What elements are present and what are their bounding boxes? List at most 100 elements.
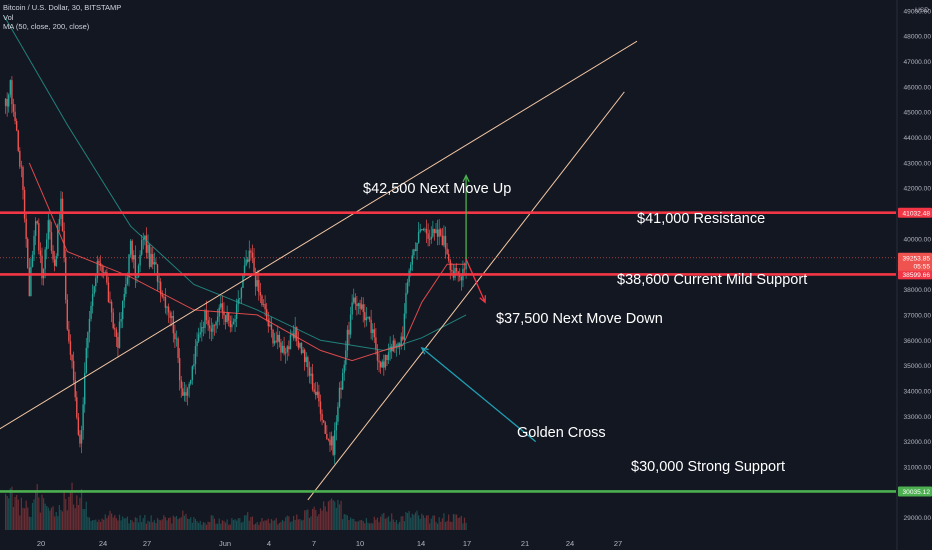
volume-bar: [69, 491, 72, 530]
volume-bar: [372, 523, 374, 530]
volume-bar: [321, 510, 323, 530]
volume-bar: [437, 523, 439, 530]
volume-bar: [182, 510, 184, 530]
volume-bar: [123, 518, 125, 530]
volume-bar: [337, 499, 339, 530]
candle-body: [367, 316, 369, 318]
candle-body: [98, 260, 100, 263]
y-tick-label: 29000.00: [903, 515, 931, 522]
volume-bar: [280, 521, 282, 530]
candle-body: [286, 346, 288, 353]
candle-body: [419, 229, 421, 232]
candle-body: [277, 334, 279, 342]
volume-bar: [441, 518, 443, 530]
volume-bar: [28, 516, 30, 530]
volume-bar: [49, 510, 51, 530]
candle-body: [164, 296, 167, 308]
volume-bar: [463, 517, 466, 530]
volume-bar: [47, 507, 49, 530]
volume-bar: [88, 517, 91, 530]
candle-body: [330, 436, 333, 446]
volume-bar: [52, 506, 54, 530]
candle-body: [305, 357, 307, 363]
volume-bar: [349, 517, 352, 530]
volume-bar: [161, 519, 163, 530]
candle-body: [36, 221, 38, 224]
volume-bar: [448, 514, 450, 530]
candle-body: [221, 303, 224, 312]
candle-body: [172, 316, 175, 334]
candle-body: [359, 303, 361, 309]
candle-body: [4, 98, 7, 106]
volume-bar: [357, 521, 360, 530]
plot-area: $42,500 Next Move Up $41,000 Resistance $3…: [0, 15, 896, 530]
volume-bar: [313, 506, 315, 530]
volume-bar: [381, 514, 383, 530]
candle-body: [231, 324, 233, 328]
candle-body: [341, 373, 344, 390]
volume-bar: [239, 518, 241, 530]
volume-bar: [17, 499, 19, 530]
candle-body: [292, 333, 295, 339]
volume-bar: [435, 521, 437, 530]
volume-bar: [19, 515, 21, 530]
candle-body: [410, 264, 412, 271]
candle-body: [196, 341, 198, 347]
candle-body: [234, 318, 236, 322]
candle-body: [275, 340, 277, 342]
volume-bar: [180, 517, 182, 530]
volume-bar: [353, 518, 355, 530]
current-price-tag-countdown: 05:55: [913, 263, 930, 270]
candle-body: [150, 253, 152, 267]
ma50-line: [28, 162, 467, 362]
candle-body: [66, 299, 68, 330]
candle-body: [349, 314, 352, 335]
candle-body: [242, 275, 244, 288]
candle-body: [245, 259, 247, 266]
volume-bar: [419, 518, 421, 530]
volume-bar: [405, 512, 407, 530]
volume-bar: [120, 520, 122, 530]
volume-bar: [440, 521, 442, 530]
y-tick-label: 37000.00: [903, 312, 931, 319]
candle-body: [199, 332, 201, 335]
volume-bars: [4, 482, 467, 530]
volume-bar: [433, 515, 436, 530]
candle-body: [133, 255, 135, 260]
currency-label: USD: [915, 7, 929, 14]
volume-bar: [126, 516, 129, 530]
volume-bar: [204, 522, 206, 530]
candle-body: [337, 406, 339, 422]
candles: [4, 76, 467, 465]
volume-bar: [183, 515, 186, 530]
volume-bar: [101, 518, 103, 530]
volume-bar: [444, 522, 447, 530]
volume-bar: [234, 519, 236, 530]
candle-body: [397, 343, 399, 347]
candle-body: [182, 388, 184, 396]
candle-body: [250, 250, 252, 253]
volume-bar: [399, 521, 401, 530]
volume-bar: [80, 489, 83, 530]
volume-bar: [218, 518, 220, 530]
volume-bar: [449, 521, 451, 530]
candle-body: [422, 229, 425, 230]
volume-bar: [438, 517, 440, 530]
volume-bar: [115, 518, 117, 530]
volume-bar: [142, 518, 144, 530]
candle-body: [178, 358, 181, 381]
volume-bar: [163, 515, 165, 530]
candle-body: [163, 296, 165, 298]
candle-body: [400, 336, 402, 347]
volume-bar: [153, 520, 155, 530]
candle-body: [289, 335, 292, 350]
volume-bar: [90, 520, 92, 530]
volume-bar: [324, 506, 326, 530]
candle-body: [365, 317, 368, 321]
volume-bar: [150, 515, 152, 530]
volume-bar: [354, 521, 356, 530]
volume-bar: [92, 520, 94, 530]
candle-body: [77, 417, 80, 435]
volume-bar: [205, 524, 208, 530]
volume-bar: [242, 521, 244, 530]
